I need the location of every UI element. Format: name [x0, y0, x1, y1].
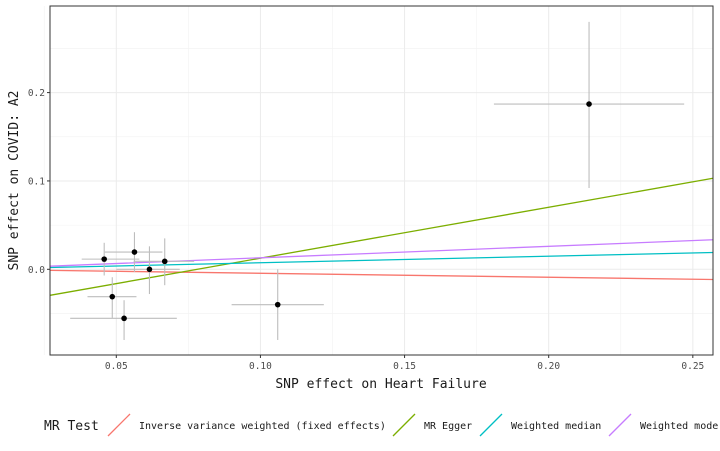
x-tick-label: 0.10 — [249, 361, 272, 372]
legend-key — [107, 413, 131, 437]
data-point — [586, 101, 592, 107]
fit-line — [49, 269, 714, 281]
legend-label: Weighted mode — [640, 421, 718, 432]
legend-key — [608, 413, 632, 437]
data-points — [101, 101, 592, 322]
data-point — [161, 258, 168, 265]
y-tick-label: 0.2 — [28, 88, 45, 99]
data-point — [121, 315, 127, 322]
data-point — [109, 293, 116, 300]
data-point — [146, 266, 153, 273]
legend-label: Inverse variance weighted (fixed effects… — [139, 421, 386, 432]
legend-title: MR Test — [44, 419, 99, 434]
data-point — [101, 256, 107, 262]
data-point — [274, 301, 281, 308]
y-axis-ticks: 0.0 0.1 0.2 — [28, 88, 50, 276]
legend-label: Weighted median — [511, 421, 601, 432]
x-axis-ticks: 0.05 0.10 0.15 0.20 0.25 — [105, 355, 704, 372]
legend: MR Test Inverse variance weighted (fixed… — [44, 413, 718, 437]
x-tick-label: 0.25 — [681, 361, 704, 372]
fit-line — [49, 251, 714, 269]
x-tick-label: 0.05 — [105, 361, 128, 372]
y-tick-label: 0.1 — [28, 176, 45, 187]
fit-line — [49, 177, 714, 296]
y-axis-title: SNP effect on COVID: A2 — [7, 90, 22, 270]
legend-key — [479, 413, 503, 437]
data-point — [131, 249, 138, 255]
y-tick-label: 0.0 — [28, 265, 45, 276]
x-tick-label: 0.20 — [537, 361, 560, 372]
x-axis-title: SNP effect on Heart Failure — [275, 377, 486, 392]
legend-label: MR Egger — [424, 421, 472, 432]
x-tick-label: 0.15 — [393, 361, 416, 372]
legend-key — [392, 413, 416, 437]
